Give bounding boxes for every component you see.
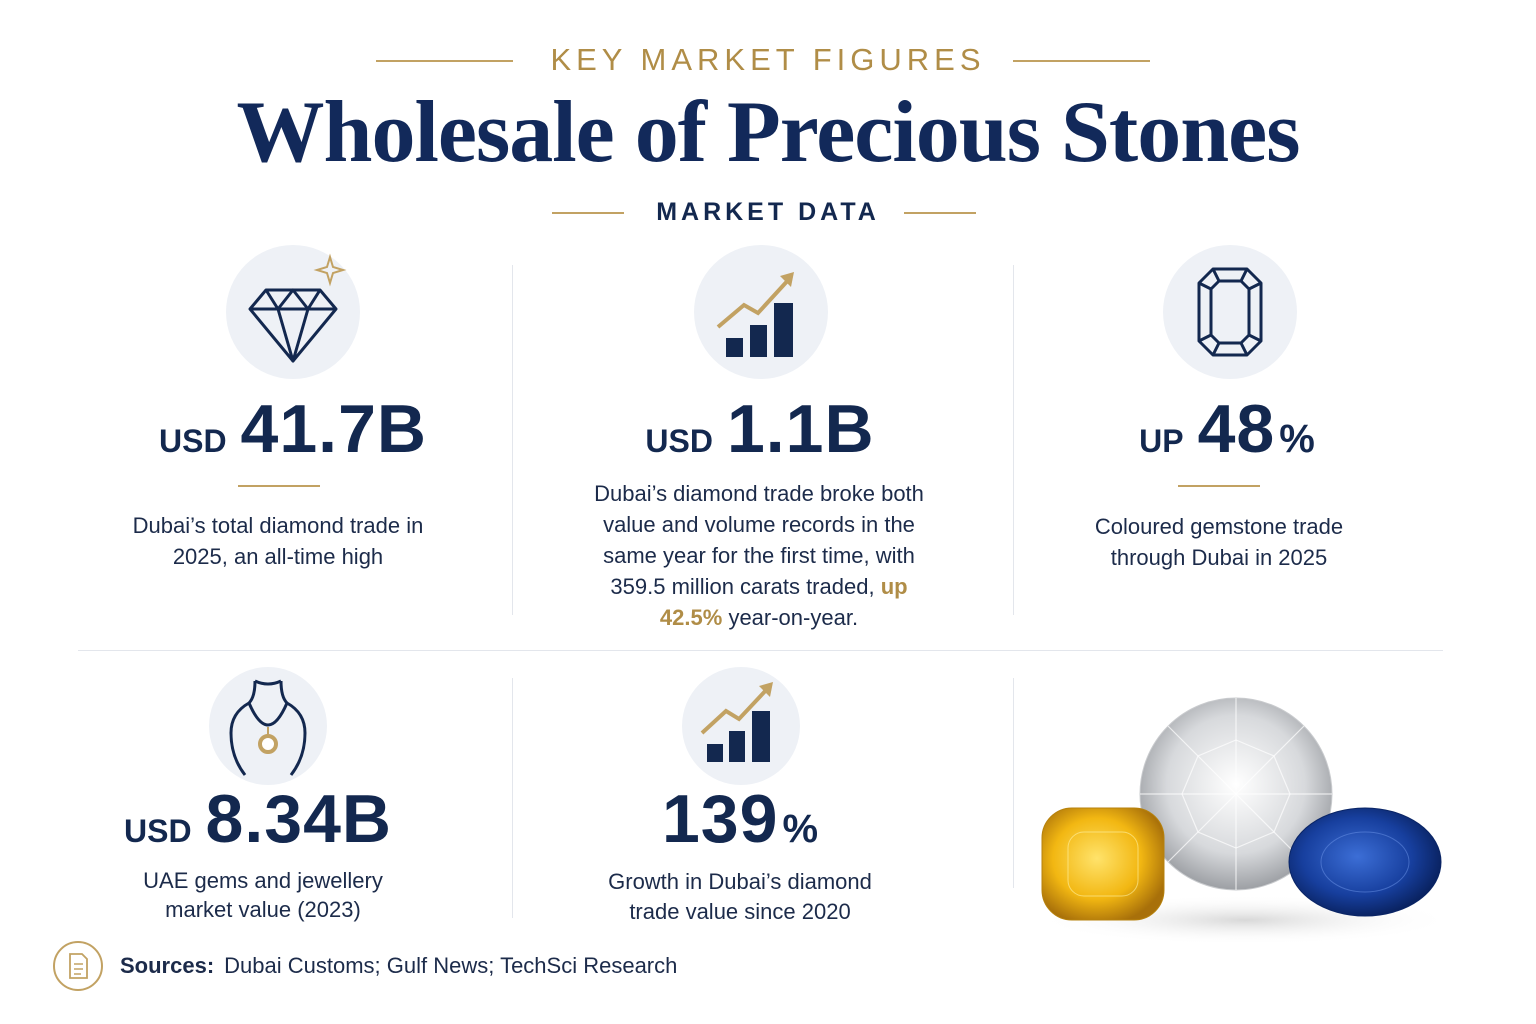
- blue-sapphire: [1288, 807, 1442, 917]
- stat: UP 48%: [1017, 390, 1437, 468]
- growth-icon: [700, 682, 773, 762]
- stat-description: UAE gems and jewellery market value (202…: [143, 868, 383, 922]
- stat-suffix: %: [1279, 417, 1315, 461]
- stat-value: 139: [661, 781, 779, 857]
- stat-value: 8.34B: [205, 781, 393, 857]
- stat: USD 41.7B: [93, 390, 493, 468]
- divider: [1013, 265, 1014, 615]
- sources-text: Dubai Customs; Gulf News; TechSci Resear…: [224, 953, 678, 978]
- title: Wholesale of Precious Stones: [236, 84, 1301, 181]
- ornament-line: [552, 212, 624, 214]
- sources-label: Sources:: [120, 953, 215, 978]
- stat-prefix: USD: [645, 423, 713, 459]
- ornament-line: [1013, 60, 1150, 62]
- divider: [512, 678, 513, 918]
- accent-line: [238, 485, 320, 487]
- stat-prefix: USD: [123, 813, 192, 849]
- divider: [512, 265, 513, 615]
- eyebrow: KEY MARKET FIGURES: [550, 42, 986, 77]
- stat-value: 48: [1197, 391, 1276, 467]
- subtitle: MARKET DATA: [656, 198, 880, 226]
- icon-circle: [682, 667, 800, 785]
- gem-facet: [1067, 831, 1139, 897]
- stat: USD 1.1B: [560, 390, 960, 468]
- ornament-line: [904, 212, 976, 214]
- sources: Sources: Dubai Customs; Gulf News; TechSc…: [120, 953, 677, 979]
- icon-circle: [1163, 245, 1297, 379]
- stat: 139%: [540, 780, 940, 858]
- description-text: year-on-year.: [728, 605, 859, 630]
- stat-prefix: USD: [158, 423, 227, 459]
- description-highlight: up 42.5%: [659, 574, 908, 630]
- stat-value: 41.7B: [240, 391, 428, 467]
- diamond-icon: [248, 253, 347, 363]
- gem-facet: [1320, 831, 1410, 893]
- stat-suffix: %: [782, 807, 819, 851]
- stat-description: Dubai’s total diamond trade in 2025, an …: [132, 513, 424, 569]
- necklace-icon: [229, 679, 307, 776]
- stat-value: 1.1B: [726, 391, 875, 467]
- emerald-icon: [1197, 267, 1263, 357]
- stat-description: Coloured gemstone trade through Dubai in…: [1094, 514, 1344, 570]
- accent-line: [1178, 485, 1260, 487]
- stat: USD 8.34B: [58, 780, 458, 858]
- gemstones-illustration: [1035, 697, 1455, 945]
- diamond-facets: [1140, 698, 1332, 890]
- ornament-line: [376, 60, 513, 62]
- divider: [1013, 678, 1014, 888]
- yellow-sapphire: [1041, 807, 1165, 921]
- stat-description: Growth in Dubai’s diamond trade value si…: [608, 869, 872, 924]
- stat-prefix: UP: [1139, 423, 1184, 459]
- growth-icon: [716, 272, 794, 357]
- sources-icon: [53, 941, 103, 991]
- description-text: Dubai’s diamond trade broke both value a…: [594, 481, 924, 599]
- stat-description: Dubai’s diamond trade broke both value a…: [578, 478, 940, 633]
- divider: [78, 650, 1443, 651]
